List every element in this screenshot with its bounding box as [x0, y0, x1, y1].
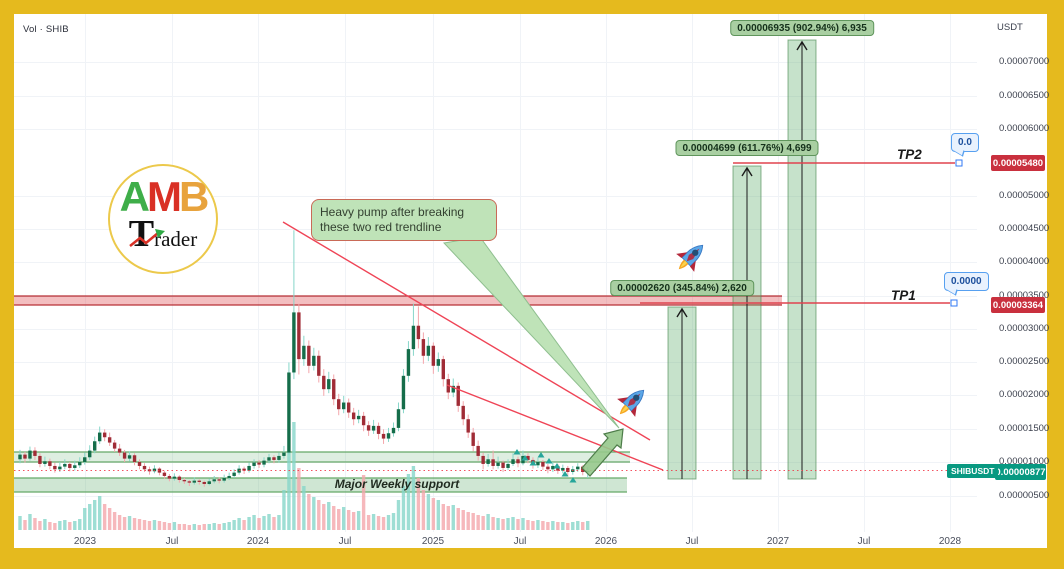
annotation-shapes[interactable]	[442, 236, 624, 477]
chart-panel	[14, 14, 1047, 548]
buy-marker-triangles	[513, 449, 577, 483]
rocket-icon[interactable]	[610, 380, 654, 424]
take-profit-lines[interactable]	[640, 159, 963, 307]
grid-lines	[14, 14, 977, 532]
red-trendlines[interactable]	[282, 221, 664, 471]
rocket-icon[interactable]	[669, 235, 713, 279]
support-resistance-zones[interactable]	[14, 295, 782, 493]
candlestick-series	[18, 230, 590, 487]
volume-bars	[18, 422, 590, 530]
price-range-projection-boxes[interactable]	[667, 39, 817, 480]
